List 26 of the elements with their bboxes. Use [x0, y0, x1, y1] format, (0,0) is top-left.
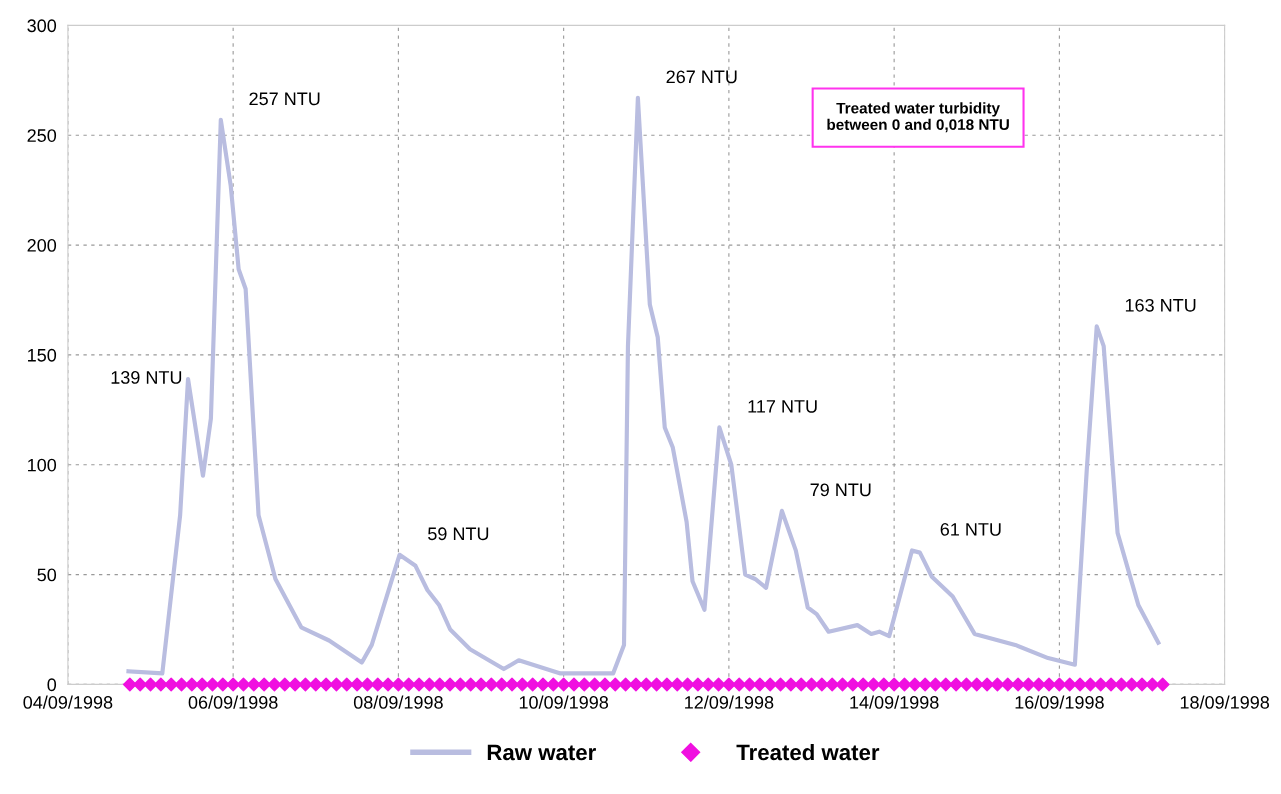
y-tick-label: 150 [28, 348, 57, 362]
x-tick-label: 08/09/1998 [353, 695, 443, 709]
x-tick-label: 06/09/1998 [188, 695, 278, 709]
x-tick-label: 04/09/1998 [23, 695, 113, 709]
x-tick-label: 16/09/1998 [1015, 695, 1104, 709]
y-tick-label: 0 [47, 678, 57, 692]
annotation: 139 NTU [111, 371, 182, 384]
x-tick-label: 14/09/1998 [850, 695, 939, 709]
x-tick-label: 18/09/1998 [1180, 695, 1270, 709]
y-tick-label: 100 [28, 458, 57, 472]
y-tick-label: 200 [27, 239, 57, 252]
legend-label: Raw water [487, 744, 596, 761]
annotation: 163 NTU [1125, 298, 1196, 312]
legend-label: Treated water [736, 743, 880, 761]
y-tick-label: 250 [27, 129, 57, 142]
y-tick-label: 50 [37, 568, 57, 582]
x-tick-label: 10/09/1998 [519, 695, 609, 709]
annotation: 59 NTU [428, 527, 489, 541]
y-tick-label: 300 [27, 19, 57, 33]
annotation: 257 NTU [249, 92, 320, 106]
annotation: 79 NTU [810, 483, 871, 497]
x-tick-label: 12/09/1998 [685, 695, 774, 709]
annotation: 117 NTU [748, 400, 817, 413]
annotation: Treated water turbidity between 0 and 0,018 NTU [827, 102, 1009, 133]
annotation: 61 NTU [940, 522, 1001, 536]
annotation: 267 NTU [666, 70, 737, 84]
